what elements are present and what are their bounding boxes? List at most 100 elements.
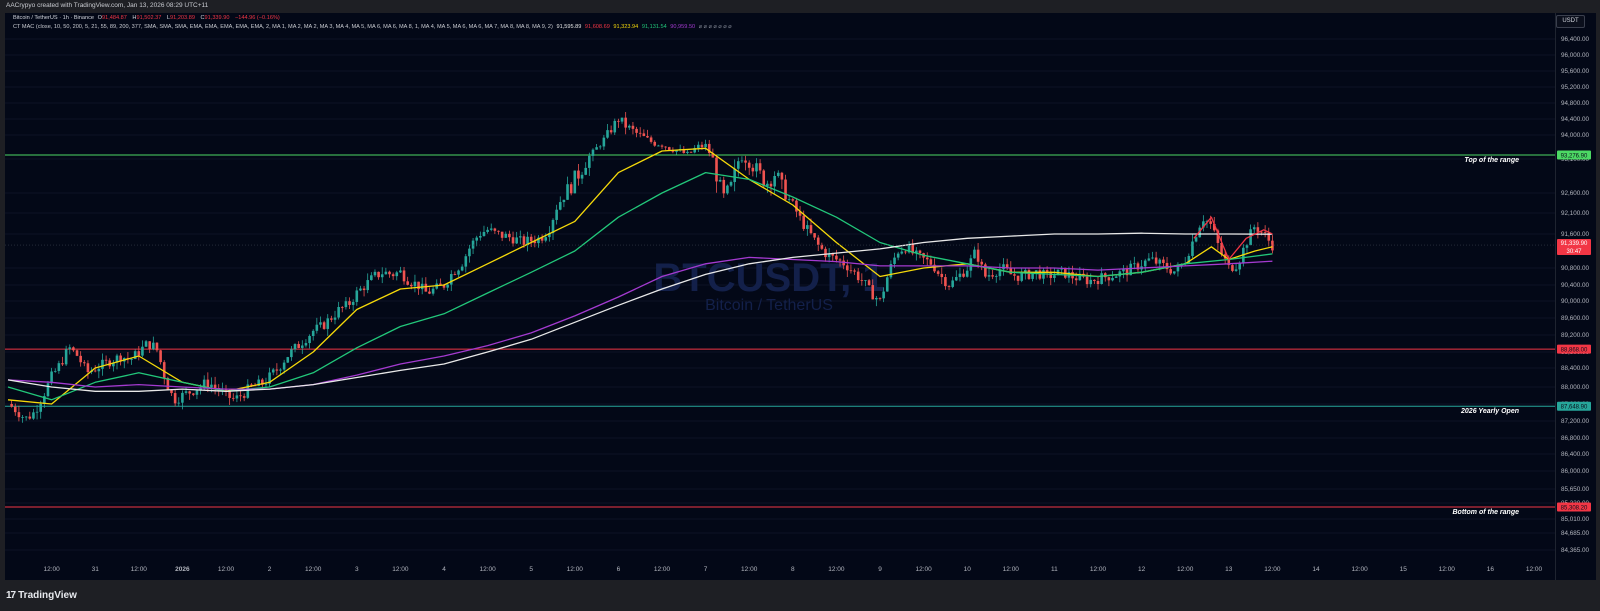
indicator-title[interactable]: CT MAC (close, 10, 50, 200, 5, 21, 55, 8…	[13, 24, 553, 30]
candle-body	[893, 257, 896, 264]
candle-body	[39, 403, 42, 412]
candle-body	[537, 237, 540, 244]
price-scale[interactable]: 96,400.00 96,000.00 95,600.00 95,200.00 94,8…	[1556, 13, 1596, 580]
candle-body	[548, 233, 551, 238]
time-label: 12:00	[1090, 566, 1107, 573]
candle-body	[1245, 245, 1249, 248]
candle-body	[595, 147, 598, 150]
candle-body	[297, 344, 300, 348]
candle-body	[1114, 276, 1118, 278]
candle-body	[689, 151, 693, 153]
candle-body	[1252, 227, 1256, 230]
candle-body	[1271, 240, 1274, 251]
candle-body	[984, 264, 987, 277]
candle-body	[573, 170, 577, 194]
candle-body	[867, 280, 871, 286]
chart-area[interactable]: BTCUSDT, 1 Bitcoin / TetherUS Top of the…	[5, 13, 1555, 580]
candle-body	[838, 259, 842, 261]
candle-body	[813, 233, 816, 238]
price-chart[interactable]: BTCUSDT, 1 Bitcoin / TetherUS Top of the…	[5, 13, 1555, 580]
countdown-text: 30:47	[1566, 249, 1582, 255]
candle-body	[784, 179, 787, 200]
price-tick-label: 85,010.00	[1561, 516, 1590, 523]
level-label: Top of the range	[1464, 157, 1519, 164]
candle-body	[1231, 265, 1234, 271]
candle-body	[199, 387, 202, 391]
candle-body	[333, 317, 337, 320]
candle-body	[795, 200, 798, 212]
candle-body	[962, 273, 965, 277]
time-label: 14	[1312, 566, 1320, 573]
candle-body	[384, 271, 388, 275]
candle-body	[693, 148, 696, 153]
candle-body	[293, 344, 297, 350]
candle-body	[878, 297, 882, 299]
symbol-legend[interactable]: Bitcoin / TetherUS · 1h · Binance O91,48…	[13, 15, 282, 21]
indicator-legend[interactable]: CT MAC (close, 10, 50, 200, 5, 21, 55, 8…	[13, 24, 734, 30]
candle-body	[522, 236, 526, 246]
candle-body	[101, 359, 104, 369]
candle-body	[1136, 263, 1140, 270]
candle-body	[918, 250, 922, 254]
candle-body	[61, 363, 64, 365]
candle-body	[362, 288, 366, 291]
candle-body	[787, 199, 791, 200]
candle-body	[457, 270, 460, 275]
candle-body	[907, 244, 911, 253]
candle-body	[424, 283, 428, 292]
candle-body	[631, 125, 635, 129]
time-label: 12:00	[1526, 566, 1543, 573]
price-ticks: 96,400.00 96,000.00 95,600.00 95,200.00 94,8…	[1561, 36, 1590, 554]
candle-body	[17, 412, 21, 418]
time-axis[interactable]: 12:00 31 12:00 2026 12:00 2 12:00 3 12:00 4 12:00 5…	[43, 566, 1542, 573]
candle-body	[144, 341, 148, 347]
tradingview-logo[interactable]: 17 TradingView	[6, 590, 77, 601]
time-label: 3	[355, 566, 359, 573]
candle-body	[515, 237, 518, 244]
candle-body	[864, 280, 867, 282]
candle-body	[885, 277, 889, 292]
candle-body	[184, 391, 188, 393]
candle-body	[649, 137, 653, 142]
level-price-badge	[1557, 150, 1591, 160]
time-label: 31	[92, 566, 100, 573]
watermark: BTCUSDT, 1 Bitcoin / TetherUS	[653, 256, 884, 314]
candle-body	[1111, 277, 1114, 281]
time-label: 9	[878, 566, 882, 573]
level-price-badge-text: 87,648.90	[1561, 405, 1588, 411]
candle-body	[173, 393, 177, 404]
candle-body	[915, 250, 918, 254]
symbol-title[interactable]: Bitcoin / TetherUS · 1h · Binance	[13, 15, 95, 21]
candle-body	[1038, 270, 1042, 279]
candle-body	[104, 359, 108, 361]
candle-body	[675, 150, 678, 152]
candle-body	[308, 336, 311, 344]
horizontal-levels[interactable]: Top of the range 2026 Yearly Open Bottom o…	[5, 154, 1555, 516]
candle-body	[1263, 232, 1267, 233]
time-label: 12:00	[567, 566, 584, 573]
candle-body	[475, 237, 478, 241]
candle-body	[1220, 242, 1223, 255]
candle-body	[493, 228, 497, 231]
price-scale-panel[interactable]: 96,400.00 96,000.00 95,600.00 95,200.00 94,8…	[1555, 13, 1596, 580]
candle-body	[231, 397, 235, 399]
candle-body	[468, 248, 471, 257]
candle-body	[580, 174, 584, 179]
time-label: 5	[529, 566, 533, 573]
candle-body	[1016, 275, 1020, 281]
currency-button[interactable]: USDT	[1556, 15, 1585, 28]
candle-body	[355, 290, 359, 302]
candle-body	[540, 237, 544, 241]
candle-body	[769, 183, 773, 187]
candle-body	[68, 347, 72, 350]
time-label: 15	[1400, 566, 1408, 573]
candle-body	[1267, 232, 1271, 241]
candle-body	[301, 345, 304, 348]
price-tick-label: 89,600.00	[1561, 315, 1590, 322]
candle-body	[239, 395, 242, 397]
candle-body	[348, 301, 351, 305]
candle-body	[697, 144, 700, 149]
tradingview-logo-icon: 17	[6, 590, 16, 601]
price-badges: 93,276.90 88,868.00 87,648.90 85,308.20 91,3…	[1557, 150, 1591, 512]
candle-body	[1158, 259, 1162, 264]
